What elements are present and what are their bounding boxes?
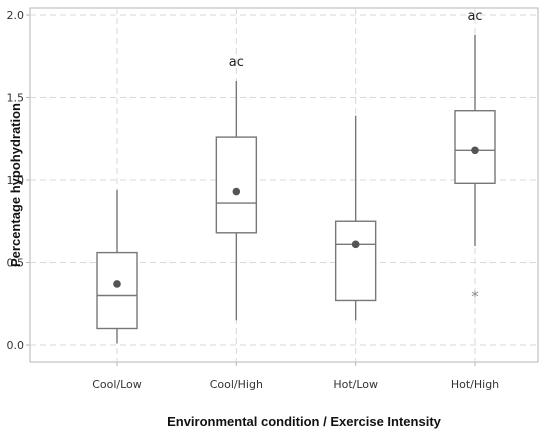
x-axis-title: Environmental condition / Exercise Inten… xyxy=(167,414,442,429)
y-tick-label: 1.0 xyxy=(7,174,25,187)
y-axis: 0.0 0.5 1.0 1.5 2.0 xyxy=(7,9,30,352)
x-axis: Cool/Low Cool/High Hot/Low Hot/High xyxy=(92,362,499,391)
y-tick-label: 2.0 xyxy=(7,9,25,22)
mean-marker xyxy=(351,240,360,249)
box xyxy=(334,220,377,302)
mean-marker xyxy=(471,146,479,155)
y-tick-label: 1.5 xyxy=(7,92,25,105)
significance-label: ac xyxy=(467,9,482,24)
box xyxy=(215,136,258,234)
y-tick-label: 0.0 xyxy=(7,339,25,352)
x-tick-label: Cool/High xyxy=(210,378,263,391)
mean-marker xyxy=(113,280,121,288)
mean-marker xyxy=(232,187,241,196)
x-tick-label: Hot/Low xyxy=(333,378,378,391)
box xyxy=(96,251,138,330)
significance-label: ac xyxy=(229,55,244,70)
x-tick-label: Hot/High xyxy=(451,378,499,391)
y-axis-title: Percentage hypohydration xyxy=(8,103,23,267)
outlier-marker: * xyxy=(471,288,479,306)
boxes: ac * ac xyxy=(96,9,496,344)
y-tick-label: 0.5 xyxy=(7,257,25,270)
x-tick-label: Cool/Low xyxy=(92,378,142,391)
